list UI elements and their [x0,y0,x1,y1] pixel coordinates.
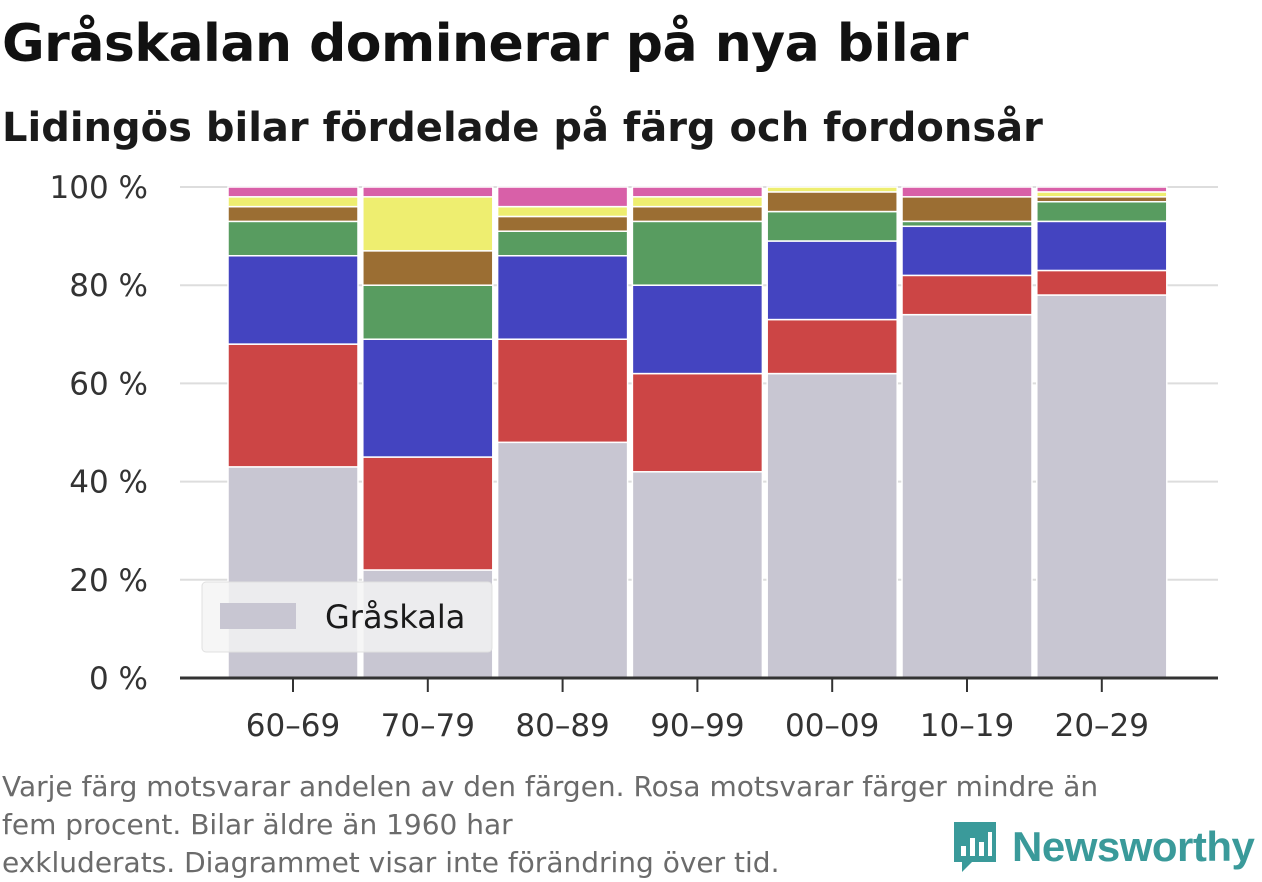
bar-segment-brown [227,205,359,223]
x-tick-label: 70–79 [381,708,475,744]
bar-segment-red [631,372,764,473]
bar-segment-yellow [496,205,629,218]
brand-logo[interactable]: Newsworthy [950,818,1255,876]
bar-segment-grayscale [901,313,1033,679]
bar-segment-blue [496,254,629,340]
y-tick-label: 60 % [69,366,148,402]
bar-segment-brown [362,250,494,286]
bar-segment-green [362,284,494,340]
bar-segment-pink [901,186,1033,198]
bar-segment-yellow [766,186,898,193]
bar-segment-grayscale [631,471,764,679]
footnote-line-3: exkluderats. Diagrammet visar inte förän… [2,846,780,879]
y-tick-label: 80 % [69,268,148,304]
bar-segment-grayscale [766,372,898,679]
x-tick-label: 60–69 [246,708,340,744]
bar-segment-grayscale [496,441,629,679]
bar-segment-red [362,456,494,571]
newsworthy-logo-icon [954,822,996,872]
stacked-bar-chart: 0 % 20 % 40 % 60 % 80 % 100 % 60–69 70–79 80–89… [50,170,1218,744]
legend-label-grayscale: Gråskala [325,598,465,636]
footnote-line-2: fem procent. Bilar äldre än 1960 har [2,808,513,841]
y-tick-label: 0 % [89,661,148,697]
bar-segment-pink [362,186,494,198]
footnote: Varje färg motsvarar andelen av den färg… [2,768,1242,882]
bar-segment-blue [1036,220,1168,272]
y-tick-label: 40 % [69,465,148,501]
bar-segment-blue [901,225,1033,277]
bar-segment-red [496,338,629,444]
bar-segment-pink [227,186,359,198]
footnote-line-1: Varje färg motsvarar andelen av den färg… [2,770,1099,803]
bar-segment-red [901,274,1033,316]
y-tick-label: 20 % [69,563,148,599]
bar-segment-yellow [227,196,359,208]
bar-segment-blue [227,254,359,345]
bar-segment-green [227,220,359,257]
bar-segment-green [1036,200,1168,223]
x-tick-label: 20–29 [1055,708,1149,744]
x-tick-label: 00–09 [785,708,879,744]
bar-segment-green [496,230,629,257]
x-tick-label: 10–19 [920,708,1014,744]
bar-segment-red [227,343,359,468]
bar-segment-red [1036,269,1168,296]
bar-segment-brown [631,205,764,223]
legend-swatch-grayscale [220,603,296,629]
bar-segment-pink [496,186,629,208]
legend-box [201,581,493,653]
bar-segment-blue [631,284,764,375]
bar-segment-brown [901,196,1033,223]
x-axis-tick-labels: 60–69 70–79 80–89 90–99 00–09 10–19 20–29 [246,708,1149,744]
bar-segment-pink [1036,186,1168,193]
y-axis-tick-labels: 0 % 20 % 40 % 60 % 80 % 100 % [50,170,148,697]
bar-segment-green [766,210,898,242]
brand-name: Newsworthy [1012,823,1255,870]
chart-title: Gråskalan dominerar på nya bilar [2,14,968,74]
bar-segment-brown [496,215,629,232]
bar-segment-red [766,318,898,375]
chart-subtitle: Lidingös bilar fördelade på färg och for… [2,105,1043,151]
x-tick-label: 90–99 [650,708,744,744]
bar-segment-blue [766,240,898,321]
bar-segment-yellow [362,196,494,252]
bar-segment-green [631,220,764,286]
bar-segment-grayscale [1036,294,1168,679]
bar-segment-blue [362,338,494,458]
legend: Gråskala [201,581,493,653]
bar-segment-yellow [631,196,764,208]
x-tick-label: 80–89 [515,708,609,744]
x-axis [180,676,1218,692]
bar-segment-brown [766,191,898,213]
bar-segment-pink [631,186,764,198]
y-tick-label: 100 % [50,170,148,206]
